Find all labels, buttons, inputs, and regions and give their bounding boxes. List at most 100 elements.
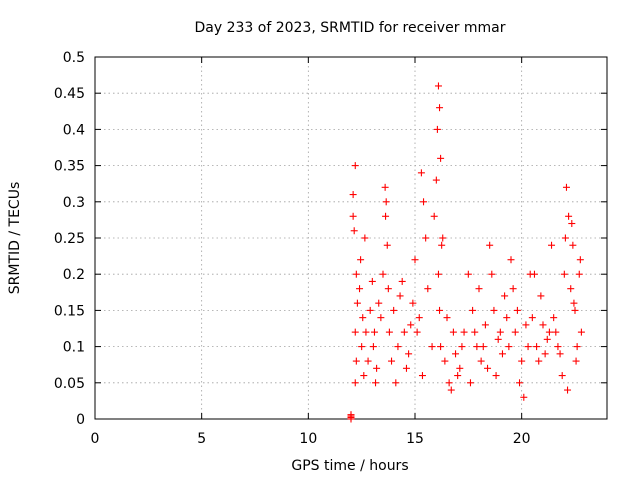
data-point [511,328,519,336]
data-point [432,176,440,184]
data-point [351,328,359,336]
y-tick-label: 0.3 [63,195,85,211]
data-point [437,154,445,162]
data-point [518,357,526,365]
data-point [422,234,430,242]
data-point [507,256,515,264]
data-point [394,343,402,351]
y-axis-title: SRMTID / TECUs [7,182,23,295]
data-points [347,82,585,423]
data-point [385,328,393,336]
data-point [413,328,421,336]
data-point [430,212,438,220]
data-point [375,299,383,307]
data-point [530,270,538,278]
data-point [496,328,504,336]
data-point [390,306,398,314]
data-point [350,227,358,235]
data-point [383,241,391,249]
y-tick-label: 0.05 [54,376,85,392]
data-point [379,270,387,278]
data-point [548,241,556,249]
x-tick-label: 5 [197,431,206,447]
data-point [552,328,560,336]
data-point [466,379,474,387]
data-point [407,321,415,329]
x-tick-label: 15 [406,431,424,447]
data-point [356,285,364,293]
y-tick-label: 0.1 [63,340,85,356]
data-point [571,306,579,314]
data-point [369,343,377,351]
data-point [420,198,428,206]
data-point [458,343,466,351]
data-point [456,364,464,372]
data-point [433,125,441,133]
data-point [352,270,360,278]
data-point [351,162,359,170]
data-point [490,306,498,314]
grid [95,57,607,419]
data-point [535,357,543,365]
data-point [509,285,517,293]
data-point [382,198,390,206]
data-point [479,343,487,351]
data-point [477,357,485,365]
data-point [573,343,581,351]
data-point [469,306,477,314]
data-point [400,328,408,336]
data-point [364,357,372,365]
data-point [402,364,410,372]
data-point [449,328,457,336]
data-point [351,379,359,387]
data-point [498,350,506,358]
data-point [437,343,445,351]
data-point [471,328,479,336]
data-point [447,386,455,394]
data-point [428,343,436,351]
data-point [494,335,502,343]
data-point [556,350,564,358]
data-point [528,314,536,322]
data-point [569,241,577,249]
data-point [372,379,380,387]
data-point [362,328,370,336]
x-axis-title: GPS time / hours [291,458,408,474]
data-point [558,372,566,380]
data-point [505,343,513,351]
data-point [513,306,521,314]
data-point [357,256,365,264]
data-point [570,299,578,307]
y-tick-label: 0.25 [54,231,85,247]
data-point [460,328,468,336]
y-tick-label: 0.4 [63,122,85,138]
data-point [439,234,447,242]
data-point [366,306,374,314]
data-point [381,183,389,191]
data-point [486,241,494,249]
data-point [411,256,419,264]
data-point [475,285,483,293]
data-point [524,343,532,351]
data-point [561,234,569,242]
y-tick-label: 0.5 [63,50,85,66]
data-point [382,212,390,220]
data-point [349,191,357,199]
data-point [541,350,549,358]
data-point [473,343,481,351]
data-point [438,241,446,249]
data-point [520,393,528,401]
data-point [370,328,378,336]
data-point [352,357,360,365]
data-point [434,270,442,278]
data-point [445,379,453,387]
data-point [392,379,400,387]
data-point [492,372,500,380]
data-point [347,411,355,419]
data-point [409,299,417,307]
data-point [349,212,357,220]
data-point [358,343,366,351]
data-point [565,212,573,220]
data-point [398,277,406,285]
